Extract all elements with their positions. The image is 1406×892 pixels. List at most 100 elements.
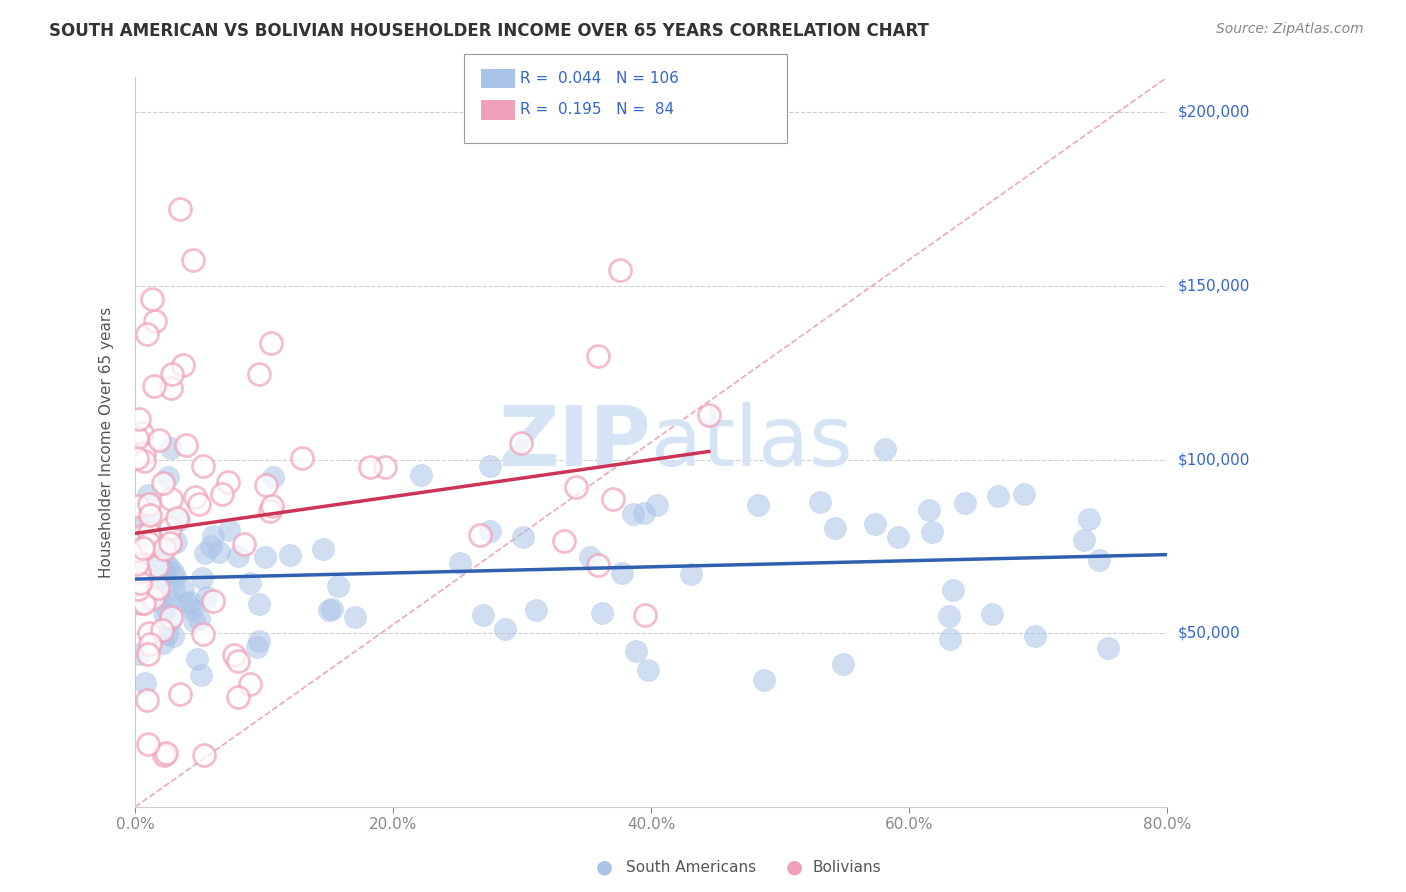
Point (129, 576, 152, 591)
Point (188, 497, 211, 511)
Point (162, 566, 184, 580)
Point (132, 597, 155, 611)
Point (127, 596, 149, 610)
Point (129, 596, 152, 610)
Point (134, 446, 156, 460)
Point (129, 582, 152, 597)
Point (160, 609, 183, 624)
Point (247, 597, 270, 611)
Point (132, 541, 155, 555)
Text: R =  0.195   N =  84: R = 0.195 N = 84 (520, 103, 675, 117)
Point (591, 606, 613, 620)
Text: R =  0.044   N = 106: R = 0.044 N = 106 (520, 71, 679, 86)
Point (132, 571, 155, 585)
Text: ●: ● (596, 857, 613, 877)
Point (159, 614, 181, 628)
Point (808, 494, 831, 508)
Point (128, 536, 150, 550)
Point (953, 496, 976, 510)
Point (131, 557, 153, 571)
Point (645, 499, 668, 513)
Point (409, 468, 432, 483)
Point (987, 489, 1010, 503)
Point (1012, 487, 1035, 501)
Point (148, 571, 170, 585)
Point (138, 508, 160, 522)
Point (328, 579, 350, 593)
Point (602, 492, 624, 507)
Point (183, 490, 205, 504)
Point (1088, 553, 1111, 567)
Point (165, 535, 187, 549)
Point (138, 526, 160, 541)
Point (190, 570, 212, 584)
Text: Source: ZipAtlas.com: Source: ZipAtlas.com (1216, 22, 1364, 37)
Point (169, 202, 191, 217)
Point (232, 537, 254, 551)
Point (127, 582, 149, 597)
Point (155, 746, 177, 760)
Point (211, 487, 233, 501)
Point (318, 603, 340, 617)
Point (374, 460, 396, 475)
Point (634, 608, 657, 623)
Point (494, 622, 516, 636)
Text: Bolivians: Bolivians (813, 860, 882, 874)
Point (159, 491, 181, 506)
Point (125, 543, 148, 558)
Point (128, 565, 150, 579)
Point (181, 253, 204, 268)
Point (143, 379, 166, 393)
Point (131, 426, 153, 441)
Point (148, 532, 170, 546)
Point (136, 589, 159, 603)
Point (152, 476, 174, 491)
Text: atlas: atlas (651, 401, 853, 483)
Point (262, 470, 284, 484)
Point (142, 591, 165, 606)
Point (980, 607, 1002, 622)
Point (193, 747, 215, 762)
Point (166, 511, 188, 525)
Point (312, 541, 335, 556)
Point (169, 687, 191, 701)
Point (621, 507, 644, 521)
Point (146, 587, 169, 601)
Point (291, 450, 314, 465)
Point (131, 574, 153, 589)
Point (128, 411, 150, 425)
Point (609, 262, 631, 277)
Y-axis label: Householder Income Over 65 years: Householder Income Over 65 years (100, 307, 114, 578)
Point (165, 570, 187, 584)
Text: $100,000: $100,000 (1178, 452, 1250, 467)
Point (938, 608, 960, 623)
Point (138, 536, 160, 550)
Point (153, 747, 176, 762)
Point (681, 567, 703, 582)
Point (160, 441, 183, 455)
Point (136, 692, 159, 706)
Point (239, 576, 262, 591)
Text: $50,000: $50,000 (1178, 626, 1240, 640)
Point (139, 637, 162, 651)
Point (226, 690, 249, 704)
Point (143, 547, 166, 561)
Point (193, 459, 215, 474)
Point (624, 643, 647, 657)
Text: ●: ● (786, 857, 803, 877)
Point (939, 632, 962, 647)
Point (136, 647, 159, 661)
Point (259, 503, 281, 517)
Point (260, 336, 283, 351)
Point (156, 626, 179, 640)
Point (138, 626, 160, 640)
Point (194, 545, 217, 559)
Point (155, 558, 177, 573)
Point (321, 602, 343, 616)
Point (479, 524, 502, 538)
Point (153, 567, 176, 582)
Point (191, 627, 214, 641)
Point (564, 480, 586, 494)
Point (921, 525, 943, 540)
Point (754, 673, 776, 687)
